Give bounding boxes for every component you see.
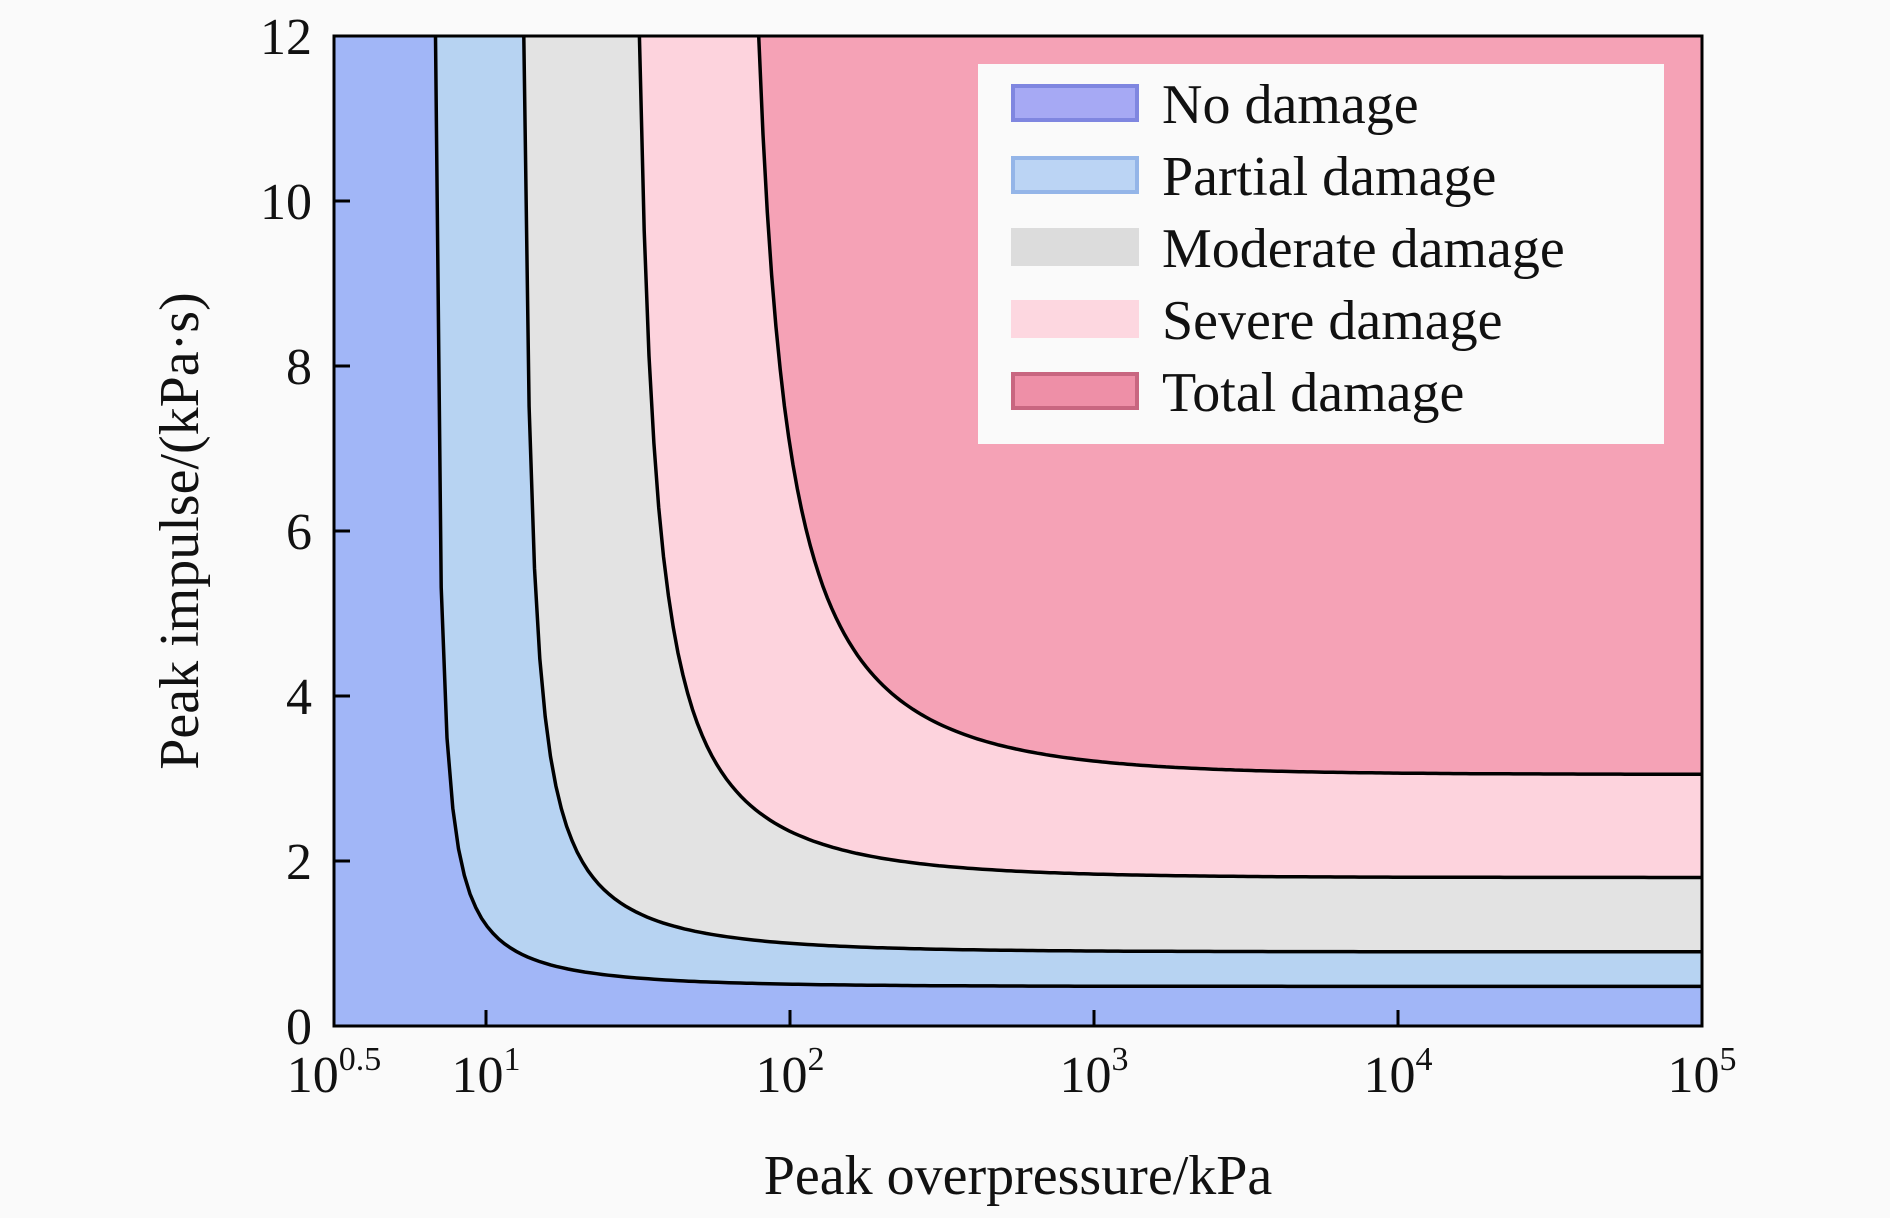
y-tick-label: 12 [260, 9, 312, 66]
legend-swatch-no-damage [1011, 84, 1139, 122]
legend-label-severe-damage: Severe damage [1162, 290, 1502, 352]
x-tick-label: 103 [1060, 1041, 1129, 1104]
x-tick-label: 102 [756, 1041, 825, 1104]
y-tick-label: 2 [286, 834, 312, 891]
x-tick-label: 104 [1364, 1041, 1433, 1104]
y-axis-label: Peak impulse/(kPa·s) [149, 292, 211, 769]
y-tick-label: 6 [286, 504, 312, 561]
legend-label-no-damage: No damage [1162, 74, 1419, 136]
legend-swatch-moderate-damage [1011, 228, 1139, 266]
boundary-curve-2 [522, 35, 1702, 954]
legend-label-partial-damage: Partial damage [1162, 146, 1496, 208]
y-tick-label: 0 [286, 999, 312, 1056]
legend-swatch-severe-damage [1011, 300, 1139, 338]
boundary-curve-3 [637, 35, 1702, 880]
boundary-curve-1 [433, 35, 1702, 989]
boundary-curves [433, 35, 1703, 989]
legend-swatch-total-damage [1011, 372, 1139, 410]
boundary-curve-4 [756, 35, 1703, 777]
x-axis-ticks: 100.5 101 102 103 104 105 [287, 1010, 1737, 1104]
legend-label-total-damage: Total damage [1162, 362, 1464, 424]
x-tick-label: 100.5 [287, 1041, 382, 1104]
legend-swatch-partial-damage [1011, 156, 1139, 194]
legend: No damage Partial damage Moderate damage Se… [978, 64, 1664, 444]
x-tick-label: 101 [452, 1041, 521, 1104]
x-axis-label: Peak overpressure/kPa [764, 1145, 1273, 1207]
x-tick-label: 105 [1668, 1041, 1737, 1104]
y-tick-label: 10 [260, 174, 312, 231]
y-tick-label: 4 [286, 669, 312, 726]
y-tick-label: 8 [286, 339, 312, 396]
legend-label-moderate-damage: Moderate damage [1162, 218, 1565, 280]
y-axis-ticks: 0 2 4 6 8 10 12 [260, 9, 350, 1056]
